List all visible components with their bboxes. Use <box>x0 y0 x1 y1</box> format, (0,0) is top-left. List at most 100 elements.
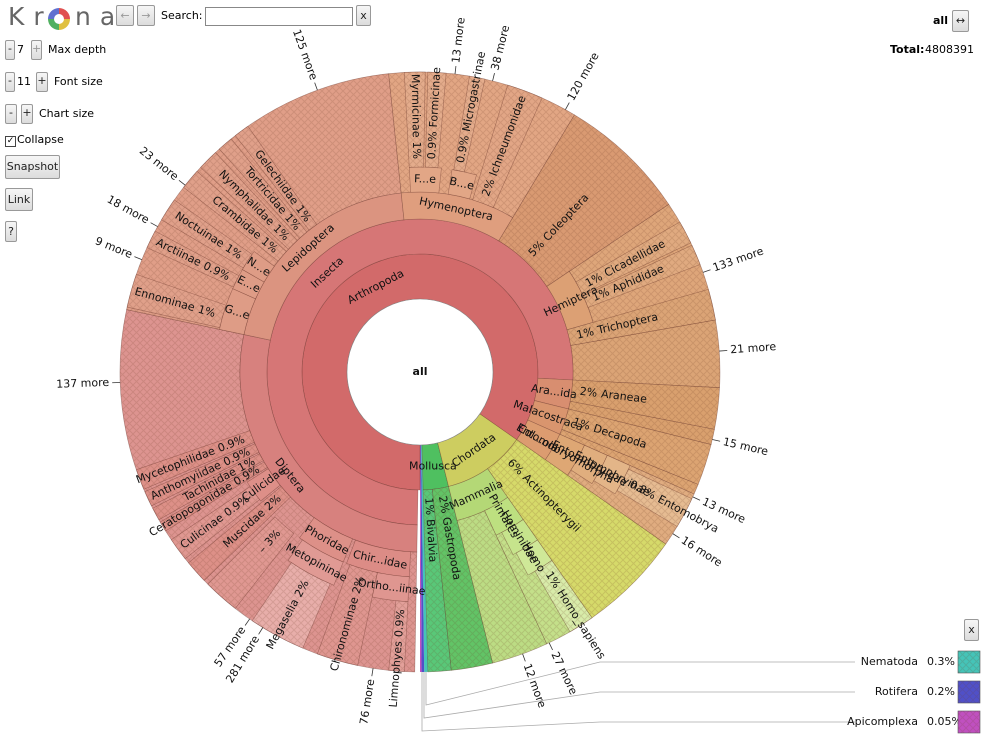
wedge[interactable] <box>501 519 539 556</box>
wedge[interactable] <box>408 166 442 194</box>
wedge[interactable] <box>246 468 281 502</box>
wedge[interactable] <box>266 218 574 526</box>
label-part: 120 more <box>565 50 602 103</box>
more-label: 125 more <box>290 28 320 82</box>
wedge-hatch <box>171 486 260 559</box>
wedge-small-clade[interactable] <box>420 444 422 672</box>
legend-percent: 0.2% <box>927 685 955 698</box>
node-label: Myrmicinae 1% <box>409 74 423 159</box>
legend-leader <box>425 661 855 706</box>
wedge-hatch <box>498 114 669 287</box>
wedge-hatch <box>219 138 307 239</box>
wedge[interactable] <box>239 334 418 553</box>
more-tick <box>178 179 186 186</box>
center-hole[interactable] <box>346 298 494 446</box>
wedge-hatch <box>457 510 547 664</box>
more-tick <box>150 222 158 227</box>
wedge[interactable] <box>593 454 631 495</box>
font-size-plus[interactable]: + <box>36 72 48 92</box>
wedge[interactable] <box>243 192 405 341</box>
collapse-label: Collapse <box>17 133 64 146</box>
snapshot-button[interactable]: Snapshot <box>5 155 60 179</box>
wedge[interactable] <box>484 496 524 536</box>
collapse-checkbox[interactable]: ✓ <box>5 136 16 147</box>
wedge-hatch <box>487 439 666 618</box>
label-part: 9 more <box>93 234 134 261</box>
legend-leader <box>423 672 855 719</box>
wedge-hatch <box>570 319 721 388</box>
search-clear-button[interactable]: x <box>356 5 371 26</box>
chart-size-minus[interactable]: - <box>5 104 17 124</box>
more-tick <box>454 66 457 75</box>
legend-percent: 0.3% <box>927 655 955 668</box>
max-depth-minus[interactable]: - <box>5 40 15 60</box>
wedge-small-clade[interactable] <box>421 444 428 672</box>
label-part: 1% <box>575 325 595 342</box>
legend-label: Rotifera <box>875 685 918 698</box>
more-tick <box>672 533 680 539</box>
legend-close[interactable]: x <box>964 619 979 641</box>
more-tick <box>548 642 553 651</box>
wedge-hatch <box>453 76 485 172</box>
wedge[interactable] <box>346 539 411 578</box>
help-button[interactable]: ? <box>5 221 17 242</box>
wedge-hatch <box>144 443 259 506</box>
more-label: 120 more <box>565 50 602 103</box>
more-tick <box>314 82 318 91</box>
wedge[interactable] <box>546 270 594 331</box>
label-part: 18 more <box>105 193 152 227</box>
forward-button[interactable]: → <box>137 5 155 26</box>
wedge-hatch <box>152 453 264 520</box>
link-button[interactable]: Link <box>5 188 33 211</box>
wedge-hatch <box>136 430 255 490</box>
wedge[interactable] <box>515 539 553 576</box>
wedge-small-clade[interactable] <box>420 444 425 672</box>
wedge-hatch <box>568 401 715 445</box>
chart-size-plus[interactable]: + <box>21 104 33 124</box>
more-tick <box>244 618 250 626</box>
label-part: 38 more <box>488 24 512 72</box>
logo-end: na <box>75 2 125 31</box>
label-part: 2% <box>579 385 598 400</box>
more-tick <box>702 269 711 273</box>
wedge[interactable] <box>447 169 477 200</box>
more-label: 18 more <box>105 193 152 227</box>
node-label: B...e <box>448 175 475 193</box>
legend-swatch-hatch <box>958 651 980 673</box>
wedge[interactable] <box>242 251 275 283</box>
legend-percent: 0.05% <box>927 715 962 728</box>
max-depth-plus[interactable]: + <box>31 40 42 60</box>
label-part: 133 more <box>711 244 766 274</box>
legend-label: Nematoda <box>861 655 918 668</box>
label-part: B...e <box>448 175 475 193</box>
wedge[interactable] <box>287 539 344 586</box>
wedge[interactable] <box>232 269 265 300</box>
label-part: 76 more <box>357 678 377 726</box>
wedge[interactable] <box>299 517 353 563</box>
wedge[interactable] <box>544 433 585 476</box>
max-depth-value: 7 <box>17 43 24 56</box>
more-label: 12 more <box>521 662 549 710</box>
node-label: 0.9% Formicinae <box>425 67 443 160</box>
wedge[interactable] <box>570 444 608 485</box>
wedge[interactable] <box>527 400 569 435</box>
font-size-minus[interactable]: - <box>5 72 15 92</box>
label-part: 21 more <box>730 340 777 356</box>
more-label: 15 more <box>722 435 770 458</box>
wedge-hatch <box>617 469 692 527</box>
back-button[interactable]: ← <box>116 5 134 26</box>
node-label: Limnophyes 0.9% <box>387 609 408 708</box>
label-part: 1% <box>422 497 436 515</box>
more-tick <box>565 102 570 110</box>
wedge-hatch <box>472 85 543 208</box>
node-label: F...e <box>414 172 436 186</box>
wedge[interactable] <box>448 468 509 521</box>
wedge[interactable] <box>371 572 410 603</box>
label-part: 0.9% <box>392 609 407 638</box>
search-input[interactable] <box>205 7 353 26</box>
wedge-hatch <box>425 72 447 168</box>
zoom-toggle[interactable]: ↔ <box>952 10 969 32</box>
wedge-hatch <box>161 199 253 268</box>
root-button[interactable]: all <box>933 14 948 27</box>
